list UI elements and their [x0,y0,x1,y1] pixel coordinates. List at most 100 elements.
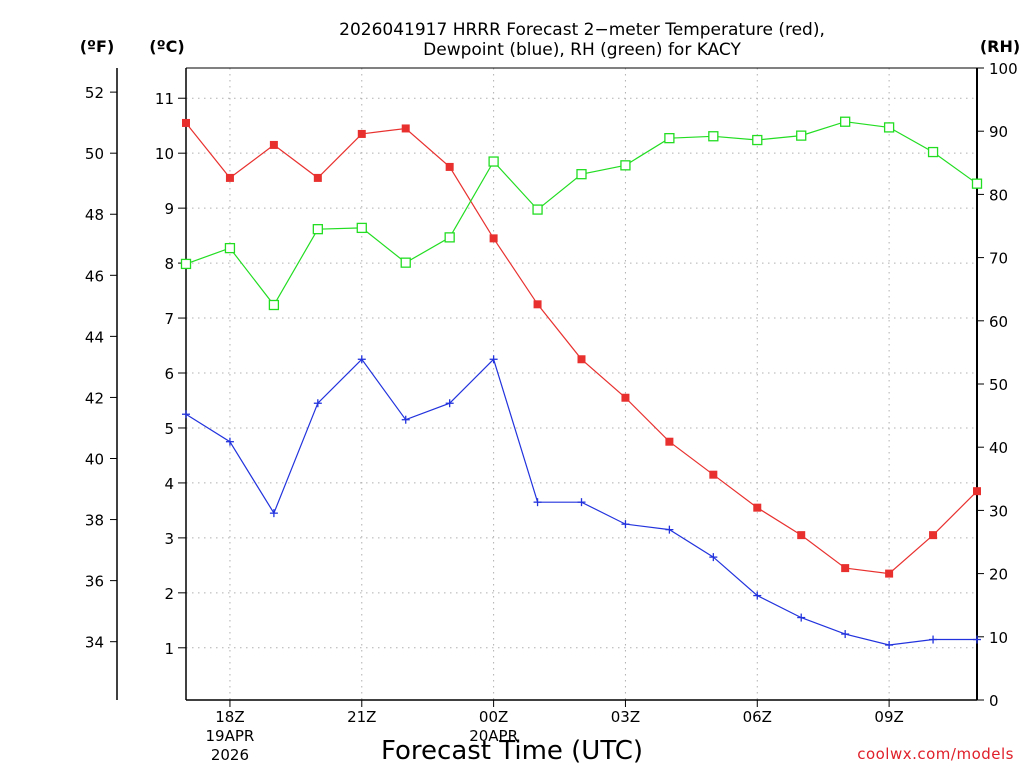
rh-tick-label: 70 [989,250,1008,268]
x-tick-date-label: 20APR [469,727,518,745]
celsius-unit-label: (ºC) [149,37,184,56]
rh-point [532,204,543,215]
rh-tick-label: 10 [989,629,1008,647]
temperature-point [709,470,718,479]
rh-tick-label: 0 [989,692,999,710]
temperature-point [885,569,894,578]
rh-point [883,122,895,133]
x-tick-label: 21Z [347,708,376,726]
rh-point [224,242,236,254]
rh-point [620,160,631,171]
rh-point [971,178,983,189]
dewpoint-point [665,525,674,534]
fahrenheit-tick-label: 42 [85,389,104,407]
x-axis-label: Forecast Time (UTC) [381,736,643,766]
rh-point [444,232,455,243]
celsius-tick-label: 3 [164,530,174,548]
fahrenheit-tick-label: 34 [85,634,104,652]
temperature-point [621,393,630,402]
temperature-point [797,531,806,540]
chart-title-line2: Dewpoint (blue), RH (green) for KACY [423,40,741,60]
dewpoint-point [929,635,938,644]
x-tick-label: 03Z [611,708,640,726]
fahrenheit-unit-label: (ºF) [80,37,115,56]
tick-labels: 1234567891011343638404244464850520102030… [85,60,1018,764]
temperature-point [313,173,322,182]
celsius-tick-label: 6 [164,365,174,383]
temperature-point [445,162,454,171]
rh-unit-label: (RH) [980,37,1020,56]
rh-point [664,133,675,144]
temperature-point [665,437,674,446]
temperature-point [225,173,234,182]
temperature-point [489,234,498,243]
dewpoint-point [841,630,850,639]
celsius-tick-label: 2 [164,585,174,603]
dewpoint-point [445,399,454,408]
dewpoint-point [225,437,234,446]
gridlines [186,68,977,700]
x-tick-label: 18Z [215,708,244,726]
dewpoint-point [797,613,806,622]
celsius-tick-label: 9 [164,200,174,218]
x-tick-label: 06Z [743,708,772,726]
rh-point [488,156,499,167]
temperature-point [973,487,981,496]
chart-title-line1: 2026041917 HRRR Forecast 2−meter Tempera… [339,20,825,40]
dewpoint-point [489,355,498,364]
rh-line [185,121,978,307]
fahrenheit-tick-label: 40 [85,450,104,468]
rh-tick-label: 60 [989,313,1008,331]
dewpoint-point [577,498,586,507]
celsius-tick-label: 7 [164,310,174,328]
rh-tick-label: 40 [989,439,1008,457]
dewpoint-point [533,498,542,507]
fahrenheit-tick-label: 50 [85,145,104,163]
dewpoint-point [357,355,366,364]
dewpoint-point [709,553,718,562]
celsius-tick-label: 4 [164,475,174,493]
fahrenheit-tick-label: 36 [85,573,104,591]
temperature-point [577,355,586,364]
rh-tick-label: 50 [989,376,1008,394]
celsius-tick-label: 8 [164,255,174,273]
x-tick-date-label: 19APR [206,727,255,745]
rh-tick-label: 90 [989,123,1008,141]
x-tick-year-label: 2026 [211,746,249,764]
dewpoint-point [313,399,322,408]
temperature-point [841,564,850,573]
dewpoint-point [885,641,894,650]
dewpoint-point [621,520,630,529]
fahrenheit-tick-label: 46 [85,267,104,285]
rh-tick-label: 20 [989,566,1008,584]
rh-point [268,299,280,311]
fahrenheit-tick-label: 44 [85,328,104,346]
celsius-tick-label: 10 [155,145,174,163]
temperature-point [357,129,366,138]
dewpoint-point [753,591,762,600]
rh-point [400,257,411,268]
fahrenheit-tick-label: 38 [85,512,104,530]
axes [110,67,984,707]
temperature-point [182,118,190,127]
fahrenheit-tick-label: 52 [85,84,104,102]
rh-point [752,134,763,146]
credit-text: coolwx.com/models [857,745,1014,763]
fahrenheit-tick-label: 48 [85,206,104,224]
temperature-point [929,531,938,540]
rh-point [576,169,587,180]
celsius-tick-label: 5 [164,420,174,438]
rh-point [927,146,939,158]
rh-point [840,116,851,127]
temperature-point [269,140,278,149]
rh-tick-label: 100 [989,60,1018,78]
rh-point [796,130,807,141]
rh-point [356,222,367,234]
data-series [180,116,983,650]
dewpoint-point [182,410,190,419]
temperature-point [401,124,410,133]
temperature-point [753,503,762,512]
celsius-tick-label: 1 [164,640,174,658]
dewpoint-point [401,415,410,424]
x-tick-label: 09Z [874,708,903,726]
